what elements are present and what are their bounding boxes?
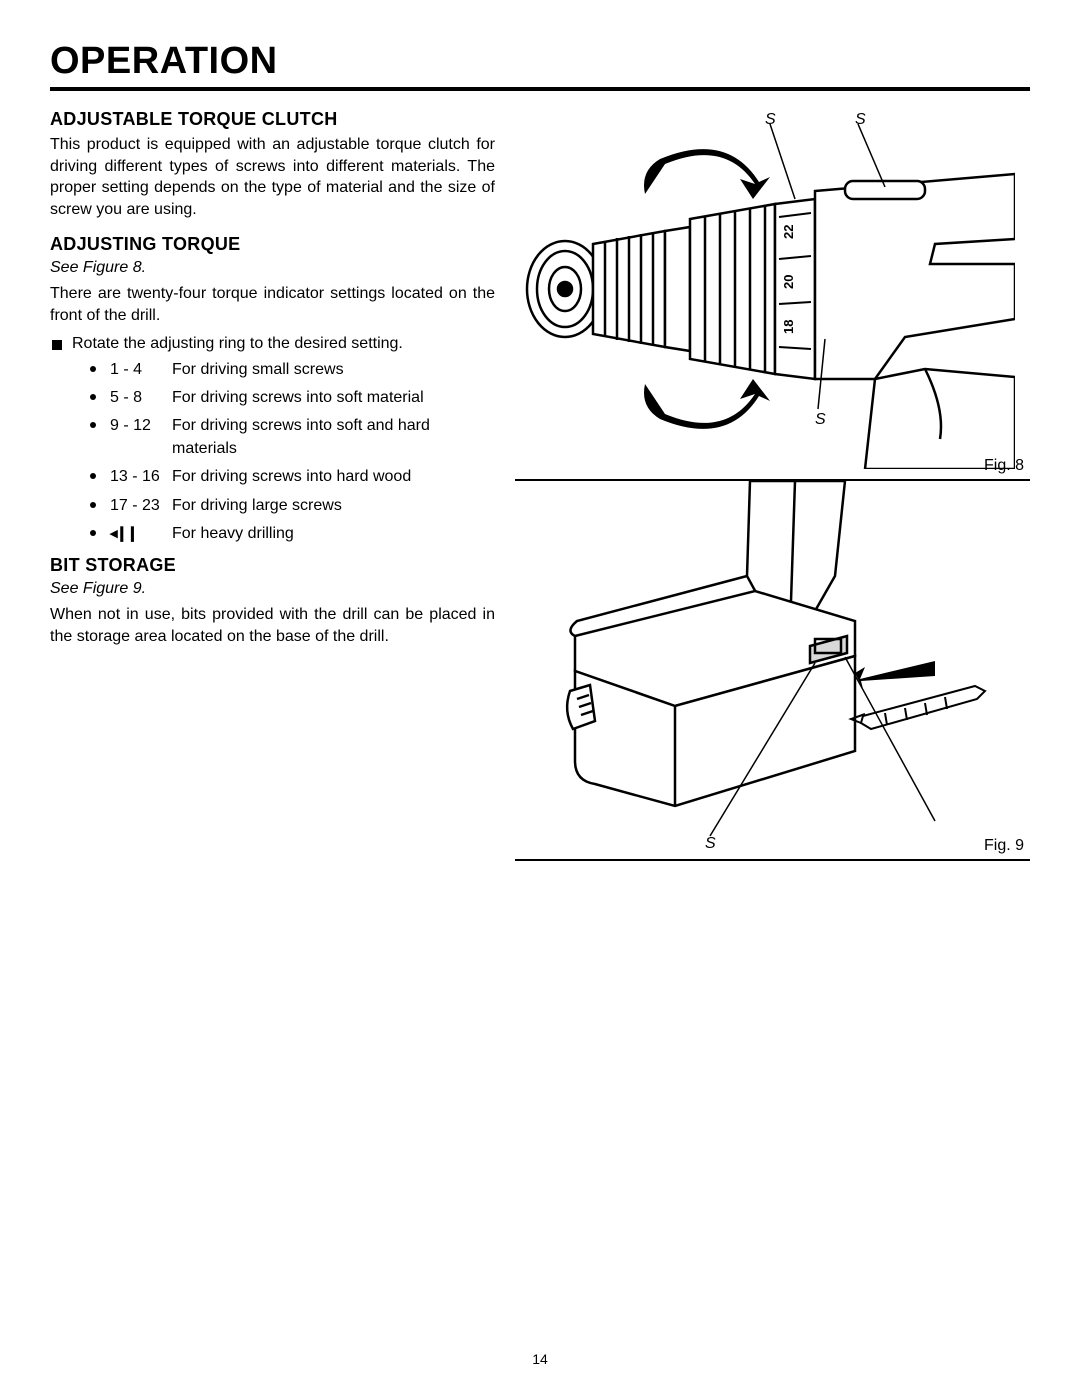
setting-desc: For driving small screws [172,359,495,381]
bullet-icon [90,394,96,400]
drill-icon: ◂❙❙ [110,523,172,545]
fig9-caption: Fig. 9 [984,837,1024,855]
setting-range: 9 - 12 [110,415,172,460]
setting-range: 1 - 4 [110,359,172,381]
heading-adjusting-torque: ADJUSTING TORQUE [50,234,495,255]
bullet-icon [90,366,96,372]
fig9-label-s1: S [705,835,716,853]
setting-desc: For driving screws into soft material [172,387,495,409]
fig8-label-s2: S [855,111,866,129]
svg-text:20: 20 [781,275,796,289]
heading-torque-clutch: ADJUSTABLE TORQUE CLUTCH [50,109,495,130]
list-item: 17 - 23For driving large screws [90,495,495,517]
fig8-illustration-icon: 22 20 18 [515,109,1015,469]
bullet-icon [90,530,96,536]
list-item: 1 - 4For driving small screws [90,359,495,381]
right-column: S S S Fig. 8 [515,109,1030,861]
body-adjusting-torque: There are twenty-four torque indicator s… [50,283,495,326]
square-bullet-text: Rotate the adjusting ring to the desired… [72,335,403,353]
torque-settings-list: 1 - 4For driving small screws 5 - 8For d… [50,359,495,546]
body-bit-storage: When not in use, bits provided with the … [50,604,495,647]
body-torque-clutch: This product is equipped with an adjusta… [50,134,495,220]
setting-range: 17 - 23 [110,495,172,517]
fig8-label-s1: S [765,111,776,129]
fig9-illustration-icon [515,481,1015,851]
heading-bit-storage: BIT STORAGE [50,555,495,576]
setting-range: 13 - 16 [110,466,172,488]
fig8-caption: Fig. 8 [984,457,1024,475]
left-column: ADJUSTABLE TORQUE CLUTCH This product is… [50,109,495,861]
figure-8: S S S Fig. 8 [515,109,1030,481]
content-columns: ADJUSTABLE TORQUE CLUTCH This product is… [50,109,1030,861]
list-item: ◂❙❙For heavy drilling [90,523,495,545]
see-figure-8: See Figure 8. [50,259,495,277]
setting-range: 5 - 8 [110,387,172,409]
bullet-icon [90,502,96,508]
svg-text:22: 22 [781,225,796,239]
setting-desc: For heavy drilling [172,523,495,545]
figure-9: S Fig. 9 [515,481,1030,861]
square-bullet-rotate: Rotate the adjusting ring to the desired… [50,335,495,353]
svg-text:18: 18 [781,320,796,334]
list-item: 5 - 8For driving screws into soft materi… [90,387,495,409]
list-item: 13 - 16For driving screws into hard wood [90,466,495,488]
setting-desc: For driving large screws [172,495,495,517]
list-item: 9 - 12For driving screws into soft and h… [90,415,495,460]
page-number: 14 [0,1351,1080,1367]
page-title: OPERATION [50,40,1030,91]
bullet-icon [90,422,96,428]
see-figure-9: See Figure 9. [50,580,495,598]
square-bullet-icon [52,340,62,350]
bullet-icon [90,473,96,479]
fig8-label-s3: S [815,411,826,429]
setting-desc: For driving screws into soft and hard ma… [172,415,495,460]
setting-desc: For driving screws into hard wood [172,466,495,488]
